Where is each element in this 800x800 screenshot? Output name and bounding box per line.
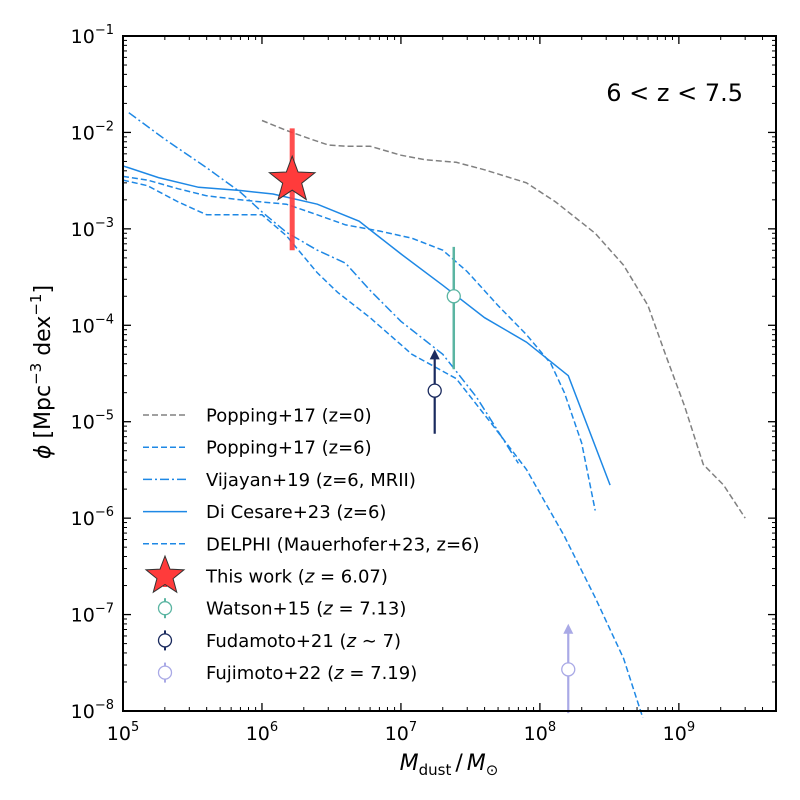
legend-label: Popping+17 (z=6) bbox=[206, 438, 372, 459]
star-marker bbox=[267, 154, 317, 201]
series-line-vijayan-19-z-6-mrii bbox=[128, 112, 520, 464]
legend-entry: Di Cesare+23 (z=6) bbox=[143, 502, 386, 523]
limit-arrow-head bbox=[563, 623, 574, 634]
series-line-di-cesare-23-z-6 bbox=[122, 165, 611, 486]
data-point-this-work-z-6-07 bbox=[267, 128, 317, 251]
legend-handle-circle bbox=[157, 665, 173, 680]
series-line-delphi-mauerhofer-23-z-6 bbox=[122, 179, 644, 719]
points-layer bbox=[267, 128, 576, 714]
x-tick-label: 106 bbox=[246, 720, 278, 745]
legend-label: DELPHI (Mauerhofer+23, z=6) bbox=[206, 534, 480, 555]
legend-handle-circle bbox=[157, 601, 173, 616]
legend-handle-circle bbox=[157, 633, 173, 648]
x-tick-label: 108 bbox=[524, 720, 556, 745]
legend-label: Popping+17 (z=0) bbox=[206, 406, 372, 427]
circle-marker bbox=[427, 383, 442, 398]
circle-marker bbox=[561, 662, 576, 677]
x-tick-label: 105 bbox=[107, 720, 139, 745]
data-point-fudamoto-21-z-7 bbox=[427, 349, 442, 434]
legend-label: Vijayan+19 (z=6, MRII) bbox=[206, 470, 416, 491]
redshift-annotation: 6 < z < 7.5 bbox=[606, 79, 743, 107]
legend-label: This work (z = 6.07) bbox=[205, 567, 388, 588]
legend-label: Fujimoto+22 (z = 7.19) bbox=[206, 663, 417, 684]
y-tick-label: 10−3 bbox=[71, 216, 114, 241]
x-tick-label: 107 bbox=[385, 720, 417, 745]
data-point-watson-15-z-7-13 bbox=[446, 246, 461, 370]
legend-entry: Popping+17 (z=0) bbox=[143, 406, 372, 427]
x-axis-label: Mdust / M⊙ bbox=[400, 751, 499, 779]
legend-label: Fudamoto+21 (z ∼ 7) bbox=[206, 631, 401, 652]
axes-layer: 105 106 107 108 109 10−8 10−7 10−6 10−5 10−4 10−3 1… bbox=[71, 23, 777, 745]
series-line-popping-17-z-6 bbox=[122, 175, 596, 511]
legend: Popping+17 (z=0) Popping+17 (z=6) Vijayan+… bbox=[143, 406, 480, 684]
legend-entry: Vijayan+19 (z=6, MRII) bbox=[143, 470, 416, 491]
legend-entry: DELPHI (Mauerhofer+23, z=6) bbox=[143, 534, 480, 555]
y-tick-label: 10−8 bbox=[71, 698, 114, 723]
y-tick-label: 10−7 bbox=[71, 602, 114, 627]
legend-label: Di Cesare+23 (z=6) bbox=[206, 502, 386, 523]
legend-handle-star bbox=[144, 554, 186, 594]
data-point-fujimoto-22-z-7-19 bbox=[561, 623, 576, 714]
y-tick-label: 10−4 bbox=[71, 312, 114, 337]
legend-label: Watson+15 (z = 7.13) bbox=[206, 599, 406, 620]
plot-frame bbox=[122, 35, 777, 712]
series-line-popping-17-z-0 bbox=[261, 119, 746, 519]
limit-arrow-head bbox=[429, 349, 440, 360]
legend-entry: Watson+15 (z = 7.13) bbox=[157, 598, 406, 620]
x-tick-label: 109 bbox=[663, 720, 695, 745]
legend-entry: Fudamoto+21 (z ∼ 7) bbox=[157, 630, 401, 652]
y-axis-label: ϕ[Mpc−3 dex−1] bbox=[27, 285, 56, 459]
legend-entry: Popping+17 (z=6) bbox=[143, 438, 372, 459]
legend-entry: This work (z = 6.07) bbox=[144, 554, 388, 594]
series-layer bbox=[122, 112, 746, 719]
y-tick-label: 10−2 bbox=[71, 119, 114, 144]
legend-entry: Fujimoto+22 (z = 7.19) bbox=[157, 662, 417, 684]
y-tick-label: 10−5 bbox=[71, 409, 114, 434]
y-tick-label: 10−1 bbox=[71, 23, 114, 48]
circle-marker bbox=[446, 289, 461, 304]
y-tick-label: 10−6 bbox=[71, 505, 114, 530]
